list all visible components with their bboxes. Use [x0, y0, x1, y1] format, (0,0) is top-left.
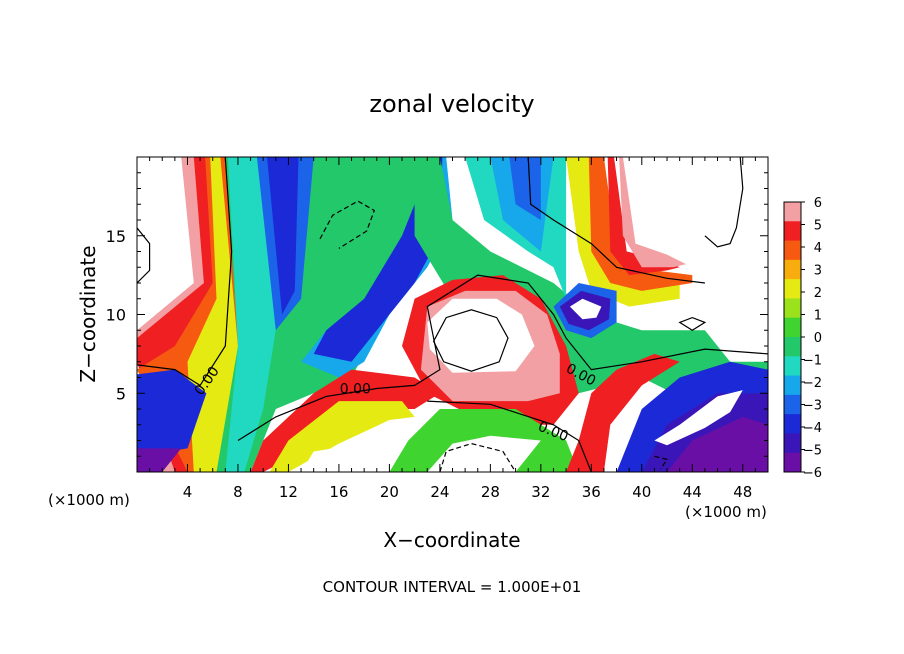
x-tick-label: 40 [632, 483, 651, 501]
colorbar-tick-label: −5 [803, 444, 822, 459]
field-patch [509, 157, 541, 220]
colorbar-swatch [784, 202, 801, 222]
colorbar-swatch [784, 221, 801, 242]
colorbar-swatch [784, 259, 801, 280]
colorbar-swatch [784, 356, 801, 377]
field-patch [588, 157, 693, 291]
contour-line [427, 400, 592, 472]
colorbar-swatch [784, 414, 801, 434]
x-axis-ticks: 4 8 12 16 20 24 28 32 36 40 44 48 [149, 157, 756, 501]
colorbar-tick-label: 4 [814, 241, 822, 256]
colorbar-tick-label: −2 [803, 376, 822, 391]
contour-line [704, 157, 744, 248]
contour-line [678, 316, 707, 332]
colorbar-swatch [784, 433, 801, 454]
contour-line [137, 157, 233, 387]
y-axis-ticks: 5 10 15 [106, 172, 768, 457]
colorbar-tick-label: 2 [814, 286, 822, 301]
x-tick-label: 20 [380, 483, 399, 501]
contour-line-negative [654, 455, 668, 470]
y-axis-label: Z−coordinate [76, 245, 100, 382]
y-tick-label: 10 [106, 306, 126, 325]
contour-line-negative [319, 200, 376, 249]
field-patch [269, 401, 415, 472]
x-units-left: (×1000 m) [48, 491, 130, 509]
x-tick-label: 28 [481, 483, 500, 501]
field-patch [267, 157, 299, 315]
colorbar-tick-label: −6 [803, 466, 822, 481]
contour-line [237, 274, 768, 442]
field-patch [607, 157, 680, 276]
contour-line [527, 157, 705, 284]
colorbar-tick-label: 1 [814, 309, 822, 324]
field-patch [667, 416, 768, 472]
colorbar-tick-label: 5 [814, 219, 822, 234]
field-patch [225, 157, 276, 472]
field-patch [137, 369, 207, 457]
colorbar-swatch [784, 298, 801, 319]
colorbar-tick-label: −4 [803, 421, 822, 436]
colorbar-swatch [784, 452, 801, 473]
colorbar-tick-label: 3 [814, 264, 822, 279]
chart-title: zonal velocity [369, 90, 534, 118]
contour-interval-note: CONTOUR INTERVAL = 1.000E+01 [323, 578, 582, 596]
x-tick-label: 4 [183, 483, 193, 501]
x-tick-label: 24 [430, 483, 449, 501]
colorbar-swatch [784, 317, 801, 338]
field-patch [137, 448, 182, 472]
colorbar-swatch [784, 279, 801, 299]
field-patch [427, 435, 541, 472]
field-patch [427, 298, 535, 373]
colorbar-swatch [784, 337, 801, 357]
contour-label: 0.00 [340, 382, 371, 398]
colorbar-swatch [784, 240, 801, 261]
x-tick-label: 32 [531, 483, 550, 501]
x-units-right: (×1000 m) [685, 503, 767, 521]
field-patch [566, 353, 680, 472]
field-patch [569, 298, 602, 320]
field-patch [301, 445, 384, 472]
colorbar-tick-label: −3 [803, 399, 822, 414]
colorbar: 6 5 4 3 2 1 0 −1 −2 −3 −4 −5 −6 [783, 196, 822, 481]
field-patch [619, 157, 686, 268]
x-tick-label: 44 [683, 483, 702, 501]
x-axis-label: X−coordinate [383, 528, 520, 552]
y-tick-label: 15 [106, 227, 126, 246]
colorbar-swatch [784, 394, 801, 415]
colorbar-swatch [784, 375, 801, 396]
x-tick-label: 8 [233, 483, 243, 501]
field-patch [654, 390, 743, 446]
colorbar-tick-label: 0 [814, 331, 822, 346]
colorbar-tick-label: 6 [814, 196, 822, 211]
x-tick-label: 48 [733, 483, 752, 501]
x-tick-label: 16 [329, 483, 348, 501]
y-tick-label: 5 [116, 384, 126, 403]
colorbar-tick-label: −1 [803, 354, 822, 369]
contour-line-negative [439, 442, 517, 472]
field-patch [414, 157, 768, 409]
x-tick-label: 12 [279, 483, 298, 501]
plot-area [137, 157, 768, 472]
x-tick-label: 36 [582, 483, 601, 501]
contour-lines [137, 157, 768, 472]
contour-line [432, 309, 509, 372]
velocity-field [137, 157, 768, 472]
